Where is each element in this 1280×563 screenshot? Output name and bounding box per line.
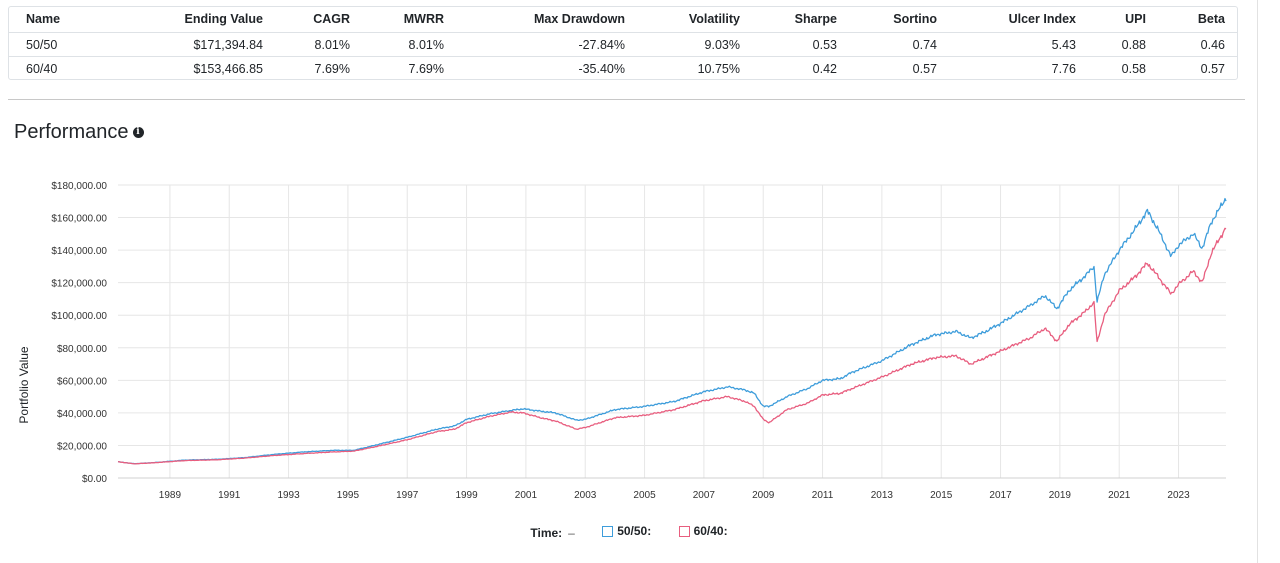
section-divider [8,99,1245,100]
table-cell: 0.88 [1121,38,1146,52]
table-cell: $153,466.85 [193,62,263,76]
col-header[interactable]: Volatility [688,12,740,26]
table-cell: 0.57 [912,62,937,76]
stats-table: Name Ending Value CAGR MWRR Max Drawdown… [8,6,1238,80]
legend-time: Time: – [530,526,574,540]
series-line-50-50[interactable] [118,197,1227,465]
x-tick-label: 2011 [812,490,834,501]
table-cell: $171,394.84 [193,38,263,52]
col-header[interactable]: MWRR [403,12,444,26]
y-tick-label: $20,000.00 [57,441,107,452]
table-cell: 7.69% [408,62,444,76]
legend-swatch [602,525,614,537]
table-cell: 9.03% [704,38,740,52]
y-tick-label: $0.00 [82,474,107,485]
panel-edge [1257,0,1258,563]
table-cell: 0.74 [912,38,937,52]
legend-time-label: Time: [530,525,563,540]
table-cell: 0.58 [1121,62,1146,76]
table-cell: -35.40% [578,62,625,76]
col-header[interactable]: Beta [1197,12,1225,26]
col-header[interactable]: Max Drawdown [534,12,625,26]
x-tick-label: 2015 [930,490,953,501]
x-tick-label: 1999 [455,490,478,501]
table-row: 50/50 $171,394.84 8.01% 8.01% -27.84% 9.… [9,32,1237,57]
x-tick-label: 1989 [159,490,182,501]
y-tick-label: $180,000.00 [51,181,107,192]
table-cell: 0.46 [1200,38,1225,52]
table-row: 60/40 $153,466.85 7.69% 7.69% -35.40% 10… [9,56,1237,81]
y-tick-label: $60,000.00 [57,376,107,387]
table-cell: 60/40 [26,62,58,76]
x-tick-label: 1995 [337,490,360,501]
col-header[interactable]: Sharpe [794,12,837,26]
chart-legend: Time: – 50/50: 60/40: [0,524,1258,540]
y-axis: $0.00 $20,000.00 $40,000.00 $60,000.00 $80,0… [51,181,107,485]
table-cell: 7.76 [1051,62,1076,76]
col-header[interactable]: UPI [1125,12,1146,26]
table-cell: 8.01% [314,38,350,52]
y-axis-label: Portfolio Value [17,346,31,423]
col-header[interactable]: Sortino [893,12,937,26]
y-tick-label: $80,000.00 [57,344,107,355]
table-cell: 50/50 [26,38,58,52]
y-tick-label: $140,000.00 [51,246,107,257]
legend-time-value: – [568,525,575,540]
x-axis: 1989 1991 1993 1995 1997 1999 2001 2003 2005 2007… [159,490,1190,501]
chart-series [117,197,1227,465]
col-header[interactable]: Ending Value [184,12,264,26]
y-tick-label: $100,000.00 [51,311,107,322]
x-tick-label: 2019 [1049,490,1072,501]
x-tick-label: 1991 [218,490,241,501]
table-cell: 10.75% [697,62,740,76]
x-tick-label: 2007 [693,490,716,501]
series-line-60-40[interactable] [117,227,1227,465]
legend-item-60-40[interactable]: 60/40: [678,524,728,538]
table-cell: 0.42 [812,62,837,76]
table-cell: 7.69% [314,62,350,76]
y-tick-label: $120,000.00 [51,279,107,290]
x-tick-label: 1993 [277,490,300,501]
info-icon[interactable]: i [132,127,144,138]
section-heading: Performance i [14,121,144,144]
legend-item-50-50[interactable]: 50/50: [602,524,651,538]
col-header[interactable]: CAGR [313,12,350,26]
x-tick-label: 2005 [633,490,656,501]
stats-header-row: Name Ending Value CAGR MWRR Max Drawdown… [9,7,1237,31]
chart-grid [118,184,1226,479]
col-header[interactable]: Name [26,12,61,26]
x-tick-label: 2013 [871,490,894,501]
table-cell: 0.57 [1200,62,1225,76]
table-cell: 8.01% [408,38,444,52]
table-cell: 5.43 [1051,38,1076,52]
x-tick-label: 2009 [752,490,775,501]
x-tick-label: 2001 [515,490,538,501]
x-tick-label: 2003 [574,490,597,501]
page-title: Performance [14,121,129,143]
table-cell: 0.53 [812,38,837,52]
legend-swatch [678,525,690,537]
x-tick-label: 2023 [1167,490,1190,501]
x-tick-label: 2017 [989,490,1012,501]
x-tick-label: 1997 [396,490,419,501]
y-tick-label: $160,000.00 [51,214,107,225]
performance-chart[interactable]: $0.00 $20,000.00 $40,000.00 $60,000.00 $80,0… [0,160,1258,515]
y-tick-label: $40,000.00 [57,409,107,420]
x-tick-label: 2021 [1108,490,1131,501]
col-header[interactable]: Ulcer Index [1008,12,1076,26]
legend-label: 60/40: [693,524,728,538]
table-cell: -27.84% [578,38,625,52]
legend-label: 50/50: [617,524,652,538]
